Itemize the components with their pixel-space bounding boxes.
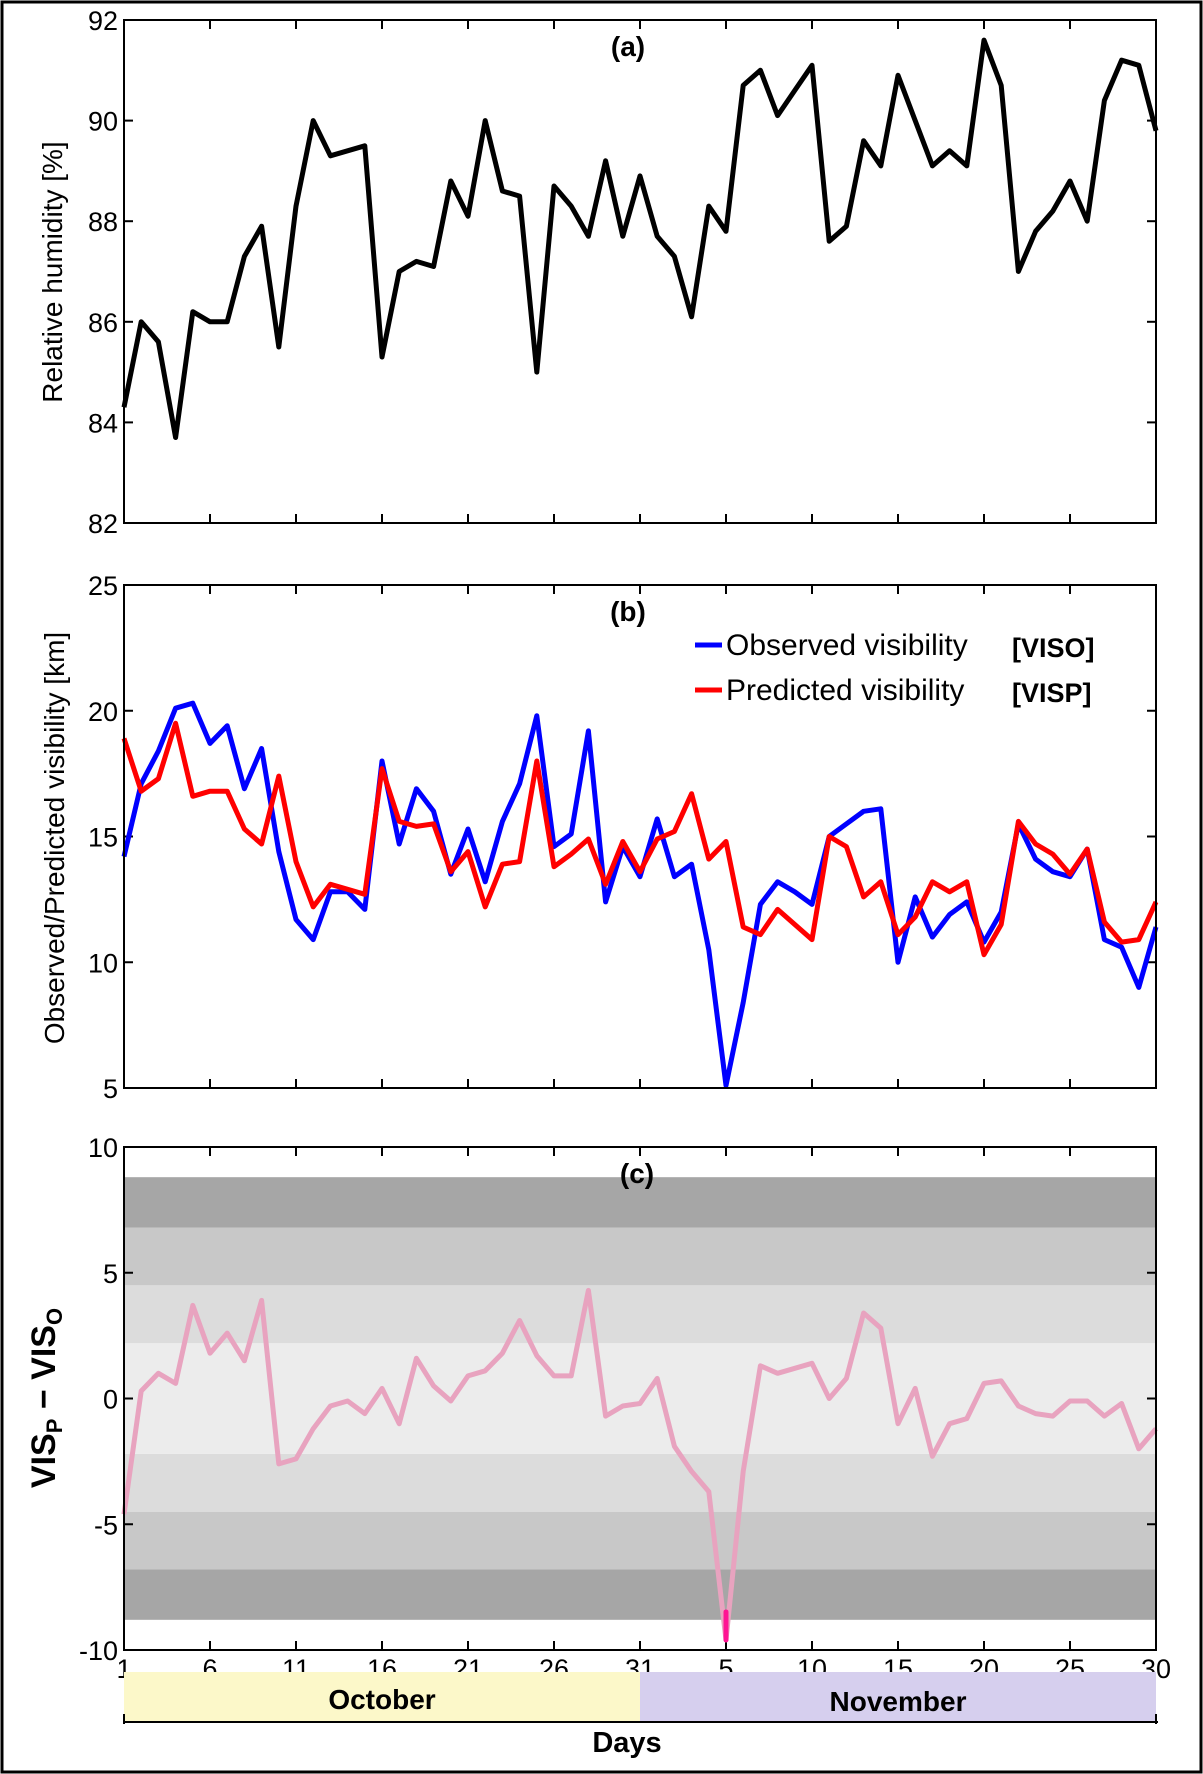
month-label-november: November <box>830 1686 967 1717</box>
shade-band <box>124 1343 1156 1454</box>
panel-c-label: (c) <box>620 1158 654 1189</box>
y-tick-label: 88 <box>88 207 118 237</box>
month-band-october <box>124 1672 640 1722</box>
legend-predicted-label: Predicted visibility <box>726 674 964 707</box>
observed-visibility-line <box>121 700 1159 1088</box>
humidity-series-line <box>121 37 1159 440</box>
shade-band <box>124 1569 1156 1620</box>
panel-b-ylabel: Observed/Predicted visibility [km] <box>39 632 70 1044</box>
month-band-november <box>640 1672 1156 1722</box>
y-tick-label: 15 <box>88 823 118 853</box>
legend-observed-tag: [VISO] <box>1012 633 1095 663</box>
y-tick-label: 90 <box>88 107 118 137</box>
shade-band <box>124 1511 1156 1570</box>
y-tick-label: 92 <box>88 6 118 36</box>
y-tick-label: 0 <box>103 1385 118 1415</box>
shade-band <box>124 1453 1156 1512</box>
panel-b-label: (b) <box>610 596 646 627</box>
panel-a-relative-humidity: 82 84 86 88 90 92 (a) Relative humidity [%] <box>37 6 1159 539</box>
y-tick-label: 5 <box>103 1074 118 1104</box>
y-tick-label: 10 <box>88 1133 118 1163</box>
y-tick-label: 10 <box>88 948 118 978</box>
y-tick-label: -5 <box>94 1510 118 1540</box>
panel-b-visibility: 5 10 15 20 25 (b) Observed/Predicted visibil… <box>39 571 1159 1104</box>
panel-a-frame <box>123 19 1157 524</box>
y-tick-label: 82 <box>88 509 118 539</box>
y-tick-label: 84 <box>88 408 118 438</box>
shade-band <box>124 1285 1156 1344</box>
legend-predicted-tag: [VISP] <box>1012 678 1092 708</box>
y-tick-label: 5 <box>103 1259 118 1289</box>
panel-b-frame <box>123 584 1157 1089</box>
panel-c-difference: -10 -5 0 5 10 (c) VISP − VISO <box>25 1133 1158 1666</box>
legend: Observed visibility [VISO] Predicted vis… <box>695 629 1095 708</box>
month-label-october: October <box>328 1684 435 1715</box>
legend-observed-label: Observed visibility <box>726 629 968 662</box>
panel-c-ylabel: VISP − VISO <box>25 1308 67 1488</box>
y-tick-label: 25 <box>88 571 118 601</box>
shade-band <box>124 1227 1156 1286</box>
y-tick-label: -10 <box>79 1636 118 1666</box>
panel-a-label: (a) <box>611 31 645 62</box>
shade-band <box>124 1177 1156 1228</box>
panel-a-ylabel: Relative humidity [%] <box>37 141 68 402</box>
y-tick-label: 86 <box>88 308 118 338</box>
x-axis: 1 6 11 16 21 26 31 5 10 15 20 25 30 October November… <box>116 1654 1171 1759</box>
difference-series-line <box>121 1287 1158 1643</box>
predicted-visibility-line <box>121 720 1159 958</box>
x-axis-title: Days <box>592 1727 661 1759</box>
y-tick-label: 20 <box>88 697 118 727</box>
panel-c-frame <box>123 1146 1157 1651</box>
